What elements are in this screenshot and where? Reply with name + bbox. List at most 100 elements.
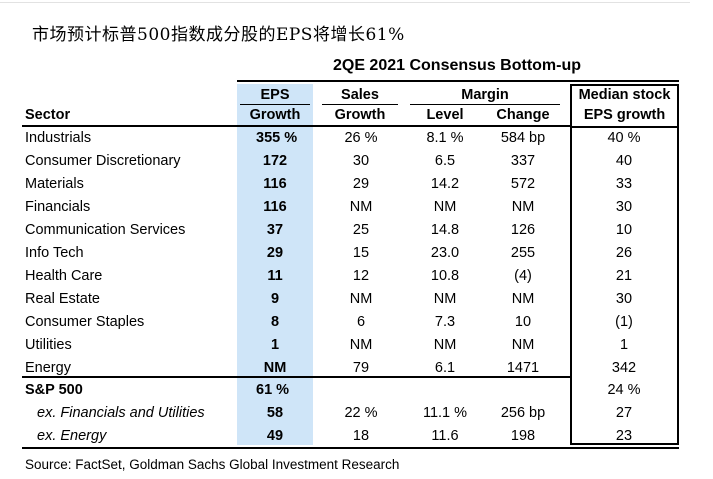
sales-growth-cell: 25 — [352, 222, 370, 238]
margin-level-cell: NM — [433, 291, 457, 307]
eps-growth-cell: 37 — [266, 222, 284, 238]
eps-header-bottom: Growth — [249, 107, 301, 123]
median-eps-growth-cell: 40 — [615, 153, 633, 169]
sales-header-bottom: Growth — [334, 107, 386, 123]
eps-growth-cell: 29 — [266, 245, 284, 261]
margin-level-cell: 6.5 — [434, 153, 456, 169]
margin-level-cell: NM — [433, 337, 457, 353]
margin-change-cell: 10 — [514, 314, 532, 330]
margin-change-cell: NM — [511, 291, 535, 307]
table-row: Financials 116 NM NM NM 30 — [0, 196, 713, 219]
margin-change-cell: NM — [511, 337, 535, 353]
table-row: Info Tech 29 15 23.0 255 26 — [0, 242, 713, 265]
table-row: Consumer Discretionary 172 30 6.5 337 40 — [0, 150, 713, 173]
eps-growth-cell: NM — [263, 360, 287, 376]
eps-growth-cell: 61 % — [256, 382, 290, 398]
margin-level-cell: 14.2 — [430, 176, 460, 192]
table-row: Energy NM 79 6.1 1471 342 — [0, 357, 713, 380]
eps-growth-cell: 1 — [270, 337, 280, 353]
table-row: Communication Services 37 25 14.8 126 10 — [0, 219, 713, 242]
margin-change-cell: (4) — [514, 268, 532, 284]
margin-level-cell: 7.3 — [434, 314, 456, 330]
sector-cell: Communication Services — [25, 222, 186, 238]
margin-change-cell: 255 — [510, 245, 536, 261]
margin-header: Margin — [461, 87, 509, 103]
sector-cell: Industrials — [25, 130, 92, 146]
eps-header-top: EPS — [260, 87, 290, 103]
margin-level-cell: 6.1 — [434, 360, 456, 376]
table-row: Consumer Staples 8 6 7.3 10 (1) — [0, 311, 713, 334]
margin-change-cell: 256 bp — [500, 405, 546, 421]
sector-cell: ex. Energy — [37, 428, 107, 444]
margin-level-cell: 23.0 — [430, 245, 460, 261]
margin-level-cell: NM — [433, 199, 457, 215]
page-title: 市场预计标普500指数成分股的EPS将增长61% — [32, 25, 405, 45]
sales-growth-cell: NM — [349, 291, 373, 307]
median-eps-growth-cell: 30 — [615, 291, 633, 307]
margin-change-cell: 126 — [510, 222, 536, 238]
sales-growth-cell: 30 — [352, 153, 370, 169]
margin-change-cell: 584 bp — [500, 130, 546, 146]
eps-growth-cell: 49 — [266, 428, 284, 444]
median-header-top: Median stock — [578, 87, 671, 103]
sales-growth-cell: 79 — [352, 360, 370, 376]
margin-change-cell: NM — [511, 199, 535, 215]
sector-cell: S&P 500 — [25, 382, 83, 398]
table-row: ex. Financials and Utilities 58 22 % 11.1 %… — [0, 402, 713, 425]
table-row: Industrials 355 % 26 % 8.1 % 584 bp 40 % — [0, 127, 713, 150]
median-eps-growth-cell: 342 — [611, 360, 637, 376]
margin-level-cell: 10.8 — [430, 268, 460, 284]
sales-growth-cell: 12 — [352, 268, 370, 284]
top-divider — [0, 2, 690, 3]
sales-growth-cell: 26 % — [344, 130, 378, 146]
margin-level-cell: 14.8 — [430, 222, 460, 238]
sector-cell: ex. Financials and Utilities — [37, 405, 205, 421]
table-row: ex. Energy 49 18 11.6 198 23 — [0, 425, 713, 448]
sector-cell: Health Care — [25, 268, 103, 284]
eps-growth-cell: 172 — [262, 153, 288, 169]
sector-header: Sector — [25, 107, 71, 123]
sector-cell: Materials — [25, 176, 84, 192]
sales-header-underline — [322, 104, 398, 105]
sales-growth-cell: 15 — [352, 245, 370, 261]
sector-cell: Consumer Staples — [25, 314, 145, 330]
margin-change-cell: 1471 — [506, 360, 540, 376]
sales-header-top: Sales — [341, 87, 379, 103]
margin-header-underline — [410, 104, 560, 105]
eps-growth-cell: 116 — [263, 176, 287, 192]
sales-growth-cell: 18 — [352, 428, 370, 444]
eps-growth-cell: 11 — [267, 268, 283, 284]
median-eps-growth-cell: 10 — [615, 222, 633, 238]
table-row: Real Estate 9 NM NM NM 30 — [0, 288, 713, 311]
table-row: Utilities 1 NM NM NM 1 — [0, 334, 713, 357]
sector-cell: Real Estate — [25, 291, 100, 307]
margin-change-cell: 198 — [510, 428, 536, 444]
change-header: Change — [496, 107, 550, 123]
eps-growth-cell: 9 — [270, 291, 280, 307]
table-row: S&P 500 61 % 24 % — [0, 379, 713, 402]
summary-top-rule — [22, 376, 570, 378]
eps-column-highlight — [237, 84, 313, 445]
median-eps-growth-cell: 26 — [615, 245, 633, 261]
median-eps-growth-cell: 1 — [619, 337, 629, 353]
eps-growth-cell: 8 — [270, 314, 280, 330]
margin-level-cell: 11.1 % — [422, 405, 468, 421]
median-eps-growth-cell: 30 — [615, 199, 633, 215]
table-supertitle: 2QE 2021 Consensus Bottom-up — [332, 57, 582, 74]
median-header-divider — [570, 126, 679, 128]
eps-growth-cell: 355 % — [256, 130, 298, 146]
sector-cell: Info Tech — [25, 245, 84, 261]
sector-cell: Utilities — [25, 337, 72, 353]
eps-header-underline — [240, 104, 310, 105]
level-header: Level — [426, 107, 464, 123]
eps-growth-cell: 58 — [266, 405, 284, 421]
median-eps-growth-cell: 23 — [615, 428, 633, 444]
sales-growth-cell: 6 — [356, 314, 366, 330]
sector-cell: Energy — [25, 360, 71, 376]
median-eps-growth-cell: 27 — [615, 405, 633, 421]
median-column-box — [570, 84, 679, 445]
median-eps-growth-cell: 24 % — [607, 382, 641, 398]
margin-level-cell: 8.1 % — [426, 130, 464, 146]
source-note: Source: FactSet, Goldman Sachs Global In… — [25, 457, 400, 472]
median-eps-growth-cell: 21 — [615, 268, 633, 284]
